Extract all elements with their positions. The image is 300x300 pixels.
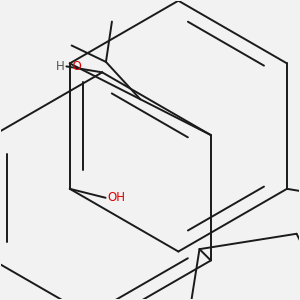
Text: O: O xyxy=(65,60,82,73)
Text: OH: OH xyxy=(107,191,125,204)
Text: H: H xyxy=(56,60,65,73)
